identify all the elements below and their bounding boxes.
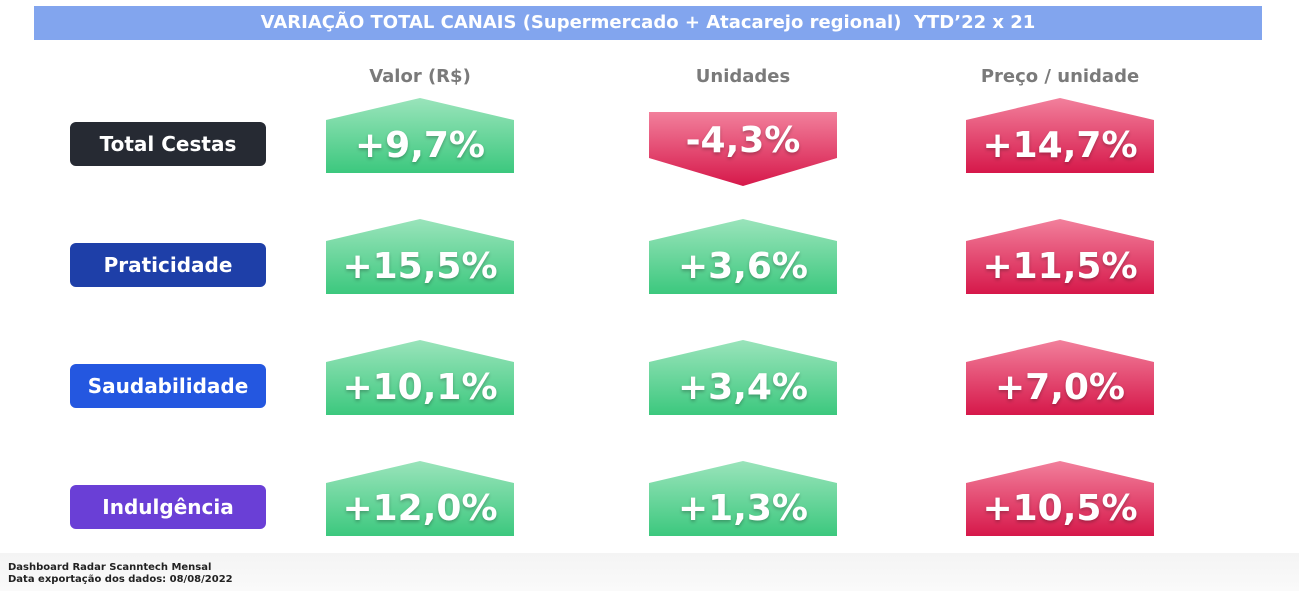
- arrow-shape: [649, 219, 837, 294]
- arrow-fill: [966, 340, 1154, 415]
- column-header: Unidades: [695, 66, 791, 87]
- arrow-fill: [966, 98, 1154, 173]
- cell-value: +3,6%: [677, 246, 808, 287]
- down-arrow: -4,3%: [649, 112, 837, 188]
- up-arrow: +7,0%: [966, 340, 1154, 416]
- arrow-fill: [649, 340, 837, 415]
- row-label: Total Cestas: [70, 122, 266, 166]
- arrow-shape: [966, 219, 1154, 294]
- arrow-fill: [649, 219, 837, 294]
- up-arrow: +1,3%: [649, 461, 837, 537]
- cell-value: +9,7%: [354, 125, 485, 166]
- footer-band: [0, 553, 1299, 591]
- arrow-shape: [966, 340, 1154, 415]
- arrow-fill: [966, 219, 1154, 294]
- column-header: Preço / unidade: [980, 66, 1140, 87]
- footer: Dashboard Radar Scanntech Mensal Data ex…: [8, 562, 233, 586]
- row-label: Indulgência: [70, 485, 266, 529]
- arrow-fill: [649, 112, 837, 186]
- cell-value: +14,7%: [982, 125, 1138, 166]
- cell-value: +11,5%: [982, 246, 1138, 287]
- arrow-shape: [966, 461, 1154, 536]
- cell-value: +1,3%: [677, 488, 808, 529]
- cell-value: +10,5%: [982, 488, 1138, 529]
- up-arrow: +3,6%: [649, 219, 837, 295]
- arrow-shape: [326, 219, 514, 294]
- arrow-fill: [326, 219, 514, 294]
- up-arrow: +11,5%: [966, 219, 1154, 295]
- cell-value: -4,3%: [685, 120, 801, 161]
- arrow-fill: [326, 461, 514, 536]
- arrow-shape: [326, 98, 514, 173]
- arrow-shape: [649, 340, 837, 415]
- up-arrow: +3,4%: [649, 340, 837, 416]
- cell-value: +7,0%: [994, 367, 1125, 408]
- up-arrow: +12,0%: [326, 461, 514, 537]
- arrow-shape: [326, 340, 514, 415]
- cell-value: +12,0%: [342, 488, 498, 529]
- up-arrow: +10,5%: [966, 461, 1154, 537]
- footer-line: Data exportação dos dados: 08/08/2022: [8, 574, 233, 585]
- header-title: VARIAÇÃO TOTAL CANAIS (Supermercado + At…: [34, 6, 1262, 40]
- arrow-shape: [966, 98, 1154, 173]
- row-label: Praticidade: [70, 243, 266, 287]
- up-arrow: +15,5%: [326, 219, 514, 295]
- cell-value: +3,4%: [677, 367, 808, 408]
- arrow-shape: [649, 112, 837, 186]
- arrow-fill: [326, 98, 514, 173]
- up-arrow: +14,7%: [966, 98, 1154, 174]
- up-arrow: +10,1%: [326, 340, 514, 416]
- row-label: Saudabilidade: [70, 364, 266, 408]
- up-arrow: +9,7%: [326, 98, 514, 174]
- arrow-shape: [326, 461, 514, 536]
- column-header: Valor (R$): [369, 66, 471, 87]
- arrow-fill: [649, 461, 837, 536]
- footer-line: Dashboard Radar Scanntech Mensal: [8, 562, 212, 573]
- arrow-fill: [966, 461, 1154, 536]
- cell-value: +10,1%: [342, 367, 498, 408]
- cell-value: +15,5%: [342, 246, 498, 287]
- arrow-shape: [649, 461, 837, 536]
- arrow-fill: [326, 340, 514, 415]
